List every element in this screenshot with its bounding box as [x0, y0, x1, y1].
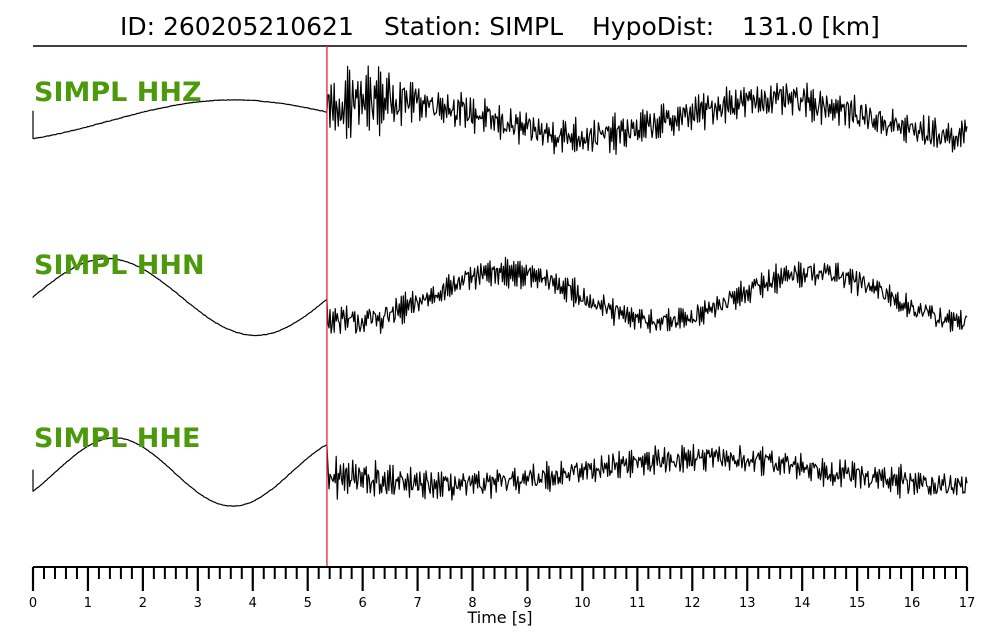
tick-label: 14	[794, 596, 811, 611]
trace-simpl-hhn	[32, 256, 968, 337]
event-id-label: ID: 260205210621	[120, 12, 354, 41]
hypodist-label: HypoDist:	[592, 12, 714, 41]
tick-label: 6	[359, 596, 367, 611]
tick-label: 15	[849, 596, 866, 611]
tick-label: 2	[139, 596, 147, 611]
time-axis: 0 1 2 3 4 5 6 7 8 9 10 11 12 13 14 15 16 17	[29, 566, 976, 611]
tick-label: 3	[194, 596, 202, 611]
tick-label: 9	[523, 596, 531, 611]
tick-label: 7	[413, 596, 421, 611]
tick-label: 5	[304, 596, 312, 611]
tick-label: 8	[468, 596, 476, 611]
tick-label: 12	[684, 596, 701, 611]
channel-label-hhz: SIMPL HHZ	[34, 77, 202, 108]
tick-label: 16	[904, 596, 921, 611]
channel-label-hhn: SIMPL HHN	[34, 250, 205, 281]
tick-label: 1	[84, 596, 92, 611]
tick-label: 10	[574, 596, 591, 611]
trace-simpl-hhz	[32, 65, 968, 155]
tick-label: 11	[629, 596, 646, 611]
x-axis-label: Time [s]	[466, 608, 532, 627]
hypodist-value: 131.0 [km]	[742, 12, 880, 41]
trace-simpl-hhe	[32, 437, 968, 507]
station-label: Station: SIMPL	[384, 12, 563, 41]
tick-label: 0	[29, 596, 37, 611]
tick-label: 13	[739, 596, 756, 611]
tick-label: 4	[249, 596, 257, 611]
trace-group	[32, 65, 968, 507]
channel-label-hhe: SIMPL HHE	[34, 423, 200, 454]
tick-label: 17	[959, 596, 976, 611]
